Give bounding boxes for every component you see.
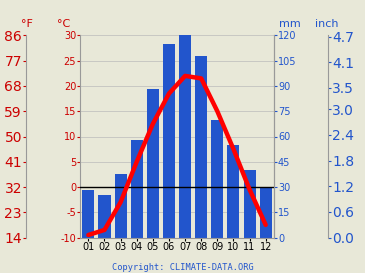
Bar: [147, 89, 159, 238]
Bar: [243, 170, 255, 238]
Bar: [115, 174, 127, 238]
Text: inch: inch: [315, 19, 338, 29]
Text: mm: mm: [279, 19, 301, 29]
Bar: [131, 140, 143, 238]
Bar: [260, 187, 272, 238]
Bar: [227, 145, 239, 238]
Bar: [82, 190, 95, 238]
Text: Copyright: CLIMATE-DATA.ORG: Copyright: CLIMATE-DATA.ORG: [112, 263, 253, 272]
Bar: [179, 35, 191, 238]
Bar: [99, 195, 111, 238]
Bar: [195, 56, 207, 238]
Text: °F: °F: [22, 19, 33, 29]
Bar: [211, 120, 223, 238]
Bar: [163, 44, 175, 238]
Text: °C: °C: [57, 19, 70, 29]
